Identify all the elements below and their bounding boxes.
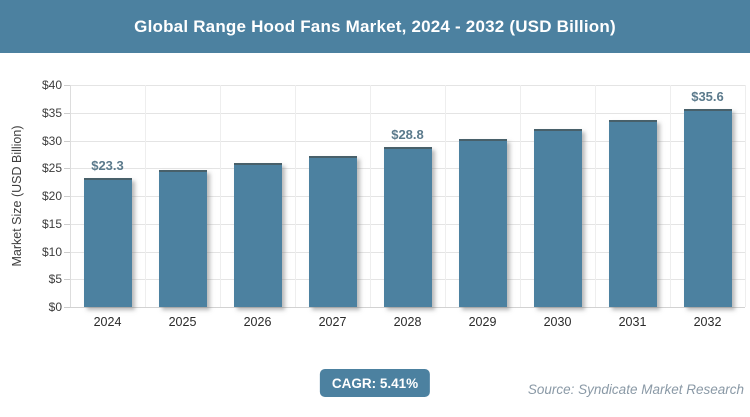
v-gridline <box>220 85 221 307</box>
bar-2024 <box>83 177 132 307</box>
v-gridline <box>520 85 521 307</box>
y-tick-label: $0 <box>48 300 62 314</box>
bar-2026 <box>233 163 282 307</box>
x-tick-label: 2026 <box>243 315 272 329</box>
y-tick-mark <box>64 223 70 225</box>
y-tick-label: $5 <box>48 272 62 287</box>
v-gridline <box>595 85 596 307</box>
y-tick-mark <box>64 140 70 142</box>
v-gridline <box>145 85 146 307</box>
v-gridline <box>670 85 671 307</box>
y-tick-label: $10 <box>41 244 62 259</box>
bar-2031 <box>608 119 657 307</box>
v-gridline <box>70 85 71 307</box>
y-tick-label: $20 <box>41 189 62 203</box>
bar-2029 <box>458 138 507 307</box>
x-tick-label: 2025 <box>168 315 197 329</box>
x-tick-label: 2027 <box>318 315 347 329</box>
source-attribution: Source: Syndicate Market Research <box>527 382 744 397</box>
v-gridline <box>295 85 296 307</box>
y-tick-mark <box>64 168 70 170</box>
x-tick-label: 2028 <box>393 315 422 329</box>
x-tick-label: 2029 <box>468 315 497 329</box>
x-tick-label: 2030 <box>543 315 572 329</box>
bar-2027 <box>308 155 357 307</box>
y-tick-mark <box>64 85 70 86</box>
bar-value-label: $28.8 <box>391 127 424 143</box>
x-tick-label: 2032 <box>693 315 722 329</box>
cagr-badge: CAGR: 5.41% <box>319 369 431 397</box>
y-tick-mark <box>64 112 70 114</box>
y-tick-label: $30 <box>41 133 62 148</box>
y-tick-label: $35 <box>41 105 62 120</box>
y-tick-mark <box>64 251 70 253</box>
bar-2028 <box>383 147 432 307</box>
y-tick-label: $40 <box>41 78 62 92</box>
y-tick-label: $15 <box>41 216 62 231</box>
bar-2032 <box>683 109 732 307</box>
h-gridline <box>70 140 745 142</box>
v-gridline <box>745 85 746 307</box>
h-gridline <box>70 307 745 308</box>
bar-value-label: $23.3 <box>91 157 124 173</box>
plot-area: $23.3 $28.8 $35.6 <box>64 85 746 308</box>
bar-2025 <box>158 170 207 307</box>
y-tick-mark <box>64 279 70 281</box>
bar-2030 <box>533 129 582 307</box>
h-gridline <box>70 112 745 114</box>
x-tick-label: 2024 <box>93 315 122 329</box>
v-gridline <box>445 85 446 307</box>
y-tick-label: $25 <box>41 161 62 176</box>
v-gridline <box>370 85 371 307</box>
y-tick-mark <box>64 196 70 197</box>
chart-title-bar: Global Range Hood Fans Market, 2024 - 20… <box>0 0 750 53</box>
bar-value-label: $35.6 <box>691 89 724 105</box>
chart-title: Global Range Hood Fans Market, 2024 - 20… <box>134 16 616 36</box>
x-tick-label: 2031 <box>618 315 647 329</box>
h-gridline <box>70 85 745 86</box>
y-tick-mark <box>64 307 70 308</box>
